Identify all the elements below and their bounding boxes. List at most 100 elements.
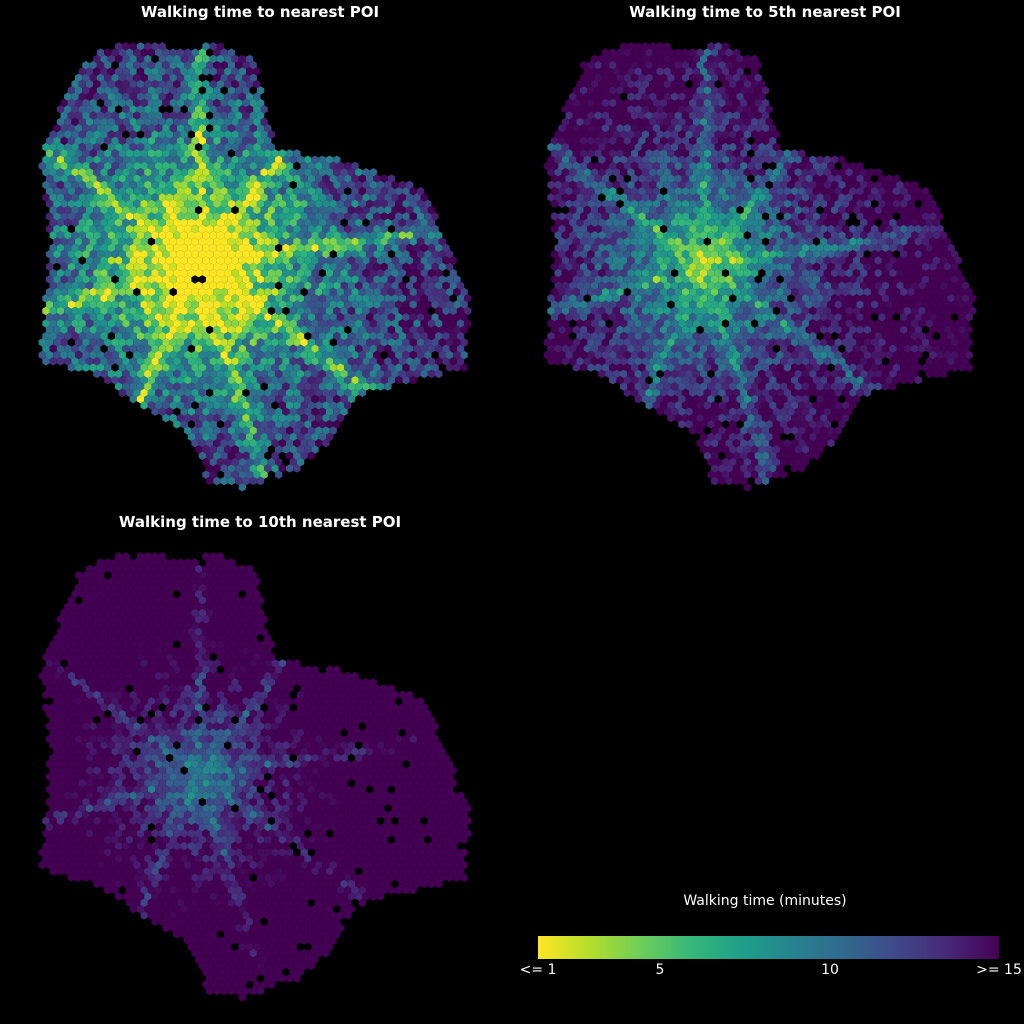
hex-cell	[53, 237, 61, 246]
hex-cell	[115, 205, 123, 215]
hex-cell	[758, 231, 766, 240]
hex-cell	[136, 256, 145, 265]
hex-cell	[85, 357, 94, 366]
hex-cell	[296, 445, 305, 454]
hex-cell	[718, 325, 726, 334]
hex-cell	[307, 363, 316, 372]
hex-cell	[896, 306, 904, 316]
hex-cell	[841, 325, 850, 334]
hex-cell	[45, 187, 54, 196]
hex-cell	[783, 237, 791, 246]
hex-cell	[282, 331, 290, 341]
hex-cell	[395, 250, 403, 259]
hex-cell	[761, 363, 770, 372]
hex-cell	[180, 382, 188, 391]
hex-cell	[129, 382, 137, 391]
hex-cell	[856, 262, 864, 271]
hex-cell	[838, 218, 846, 227]
hex-cell	[249, 262, 257, 271]
hex-cell	[227, 413, 236, 423]
hex-cell	[420, 231, 428, 240]
hex-cell	[641, 243, 650, 253]
hex-cell	[638, 313, 646, 322]
hex-cell	[561, 344, 570, 353]
hex-cell	[202, 445, 210, 454]
hex-cell	[165, 294, 174, 303]
hex-cell	[56, 193, 65, 202]
hex-cell	[162, 325, 170, 334]
hex-cell	[227, 363, 236, 372]
hex-cell	[685, 281, 693, 290]
hex-cell	[235, 413, 243, 423]
hex-cell	[300, 262, 308, 271]
hex-cell	[911, 243, 919, 253]
hex-cell	[122, 205, 130, 215]
hex-cell	[118, 149, 126, 158]
hex-cell	[754, 224, 762, 234]
hex-cell	[456, 357, 465, 366]
hex-cell	[85, 142, 94, 152]
hex-cell	[838, 168, 846, 177]
hex-cell	[772, 231, 781, 240]
hex-cell	[176, 61, 185, 70]
hex-cell	[224, 382, 232, 391]
hex-cell	[147, 199, 155, 208]
hex-cell	[336, 376, 345, 385]
hex-cell	[725, 237, 733, 246]
hex-cell	[216, 445, 225, 454]
hex-cell	[674, 111, 682, 120]
hex-cell	[162, 388, 170, 397]
hex-cell	[340, 168, 348, 177]
hex-cell	[64, 180, 72, 190]
hex-cell	[358, 262, 366, 271]
hex-cell	[289, 306, 297, 316]
hex-cell	[267, 407, 276, 416]
hex-cell	[587, 73, 595, 82]
hex-cell	[307, 451, 316, 460]
hex-cell	[231, 54, 239, 64]
hex-cell	[587, 161, 595, 171]
hex-cell	[856, 250, 864, 259]
hex-cell	[645, 136, 653, 145]
hex-cell	[681, 161, 690, 171]
hex-cell	[769, 275, 777, 284]
hex-cell	[246, 130, 254, 139]
hex-cell	[598, 357, 606, 366]
hex-cell	[286, 212, 294, 221]
hex-cell	[307, 224, 316, 234]
hex-cell	[64, 281, 72, 290]
hex-cell	[696, 48, 704, 57]
hex-cell	[89, 86, 97, 95]
hex-cell	[601, 212, 610, 221]
hex-cell	[227, 464, 236, 473]
hex-cell	[93, 79, 101, 89]
hex-cell	[107, 231, 115, 240]
hex-cell	[344, 350, 352, 360]
hex-cell	[96, 325, 105, 334]
hex-cell	[798, 275, 806, 284]
hex-cell	[296, 168, 305, 177]
hex-cell	[289, 193, 297, 202]
hex-cell	[260, 344, 268, 353]
hex-cell	[761, 300, 770, 309]
hex-cell	[892, 174, 901, 183]
hex-cell	[115, 155, 123, 164]
hex-cell	[638, 61, 646, 70]
hex-cell	[115, 42, 123, 51]
hex-cell	[238, 268, 246, 278]
hex-cell	[144, 382, 152, 391]
hex-cell	[398, 344, 406, 353]
hex-cell	[754, 61, 762, 70]
hex-cell	[692, 79, 700, 89]
hex-cell	[336, 413, 345, 423]
hex-cell	[692, 306, 700, 316]
hex-cell	[104, 174, 112, 183]
hex-cell	[424, 275, 432, 284]
hex-cell	[569, 193, 577, 202]
hex-cell	[725, 275, 733, 284]
hex-cell	[707, 54, 715, 64]
hex-cell	[246, 180, 254, 190]
hex-cell	[918, 256, 926, 265]
hex-cell	[213, 287, 221, 297]
hex-cell	[929, 363, 937, 372]
